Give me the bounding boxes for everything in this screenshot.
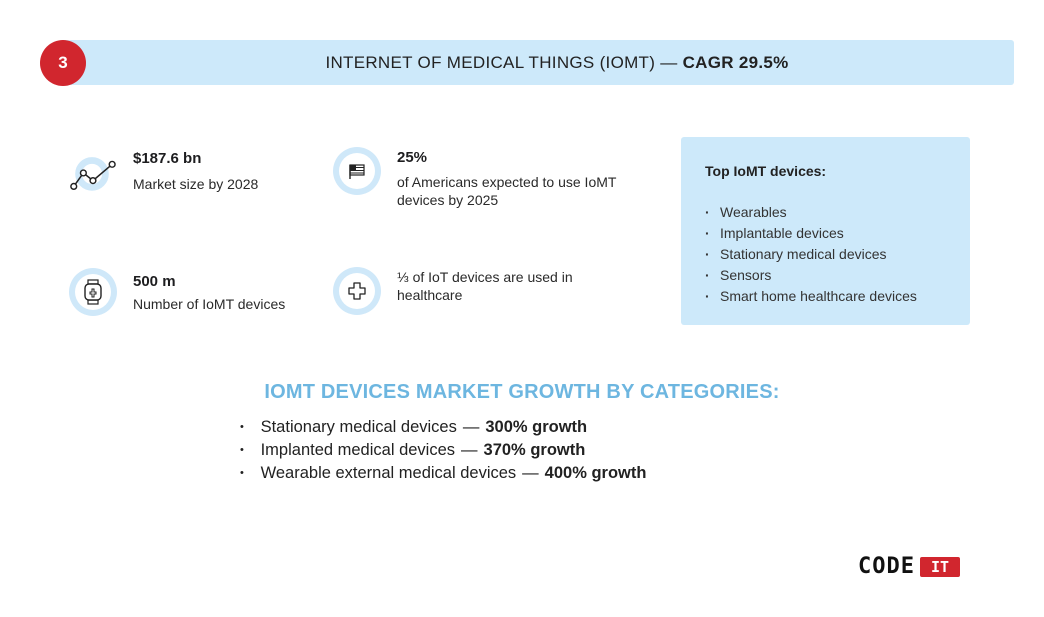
section-title: INTERNET OF MEDICAL THINGS (IOMT) — CAGR… [62,40,1014,85]
growth-heading: IOMT DEVICES MARKET GROWTH BY CATEGORIES… [264,381,780,403]
top-devices-panel: Top IoMT devices: Wearables Implantable … [681,137,970,325]
top-devices-title: Top IoMT devices: [705,163,827,179]
stat-title: 500 m [133,273,176,290]
growth-value: 400% growth [544,464,647,482]
stat-title: 25% [397,149,428,166]
growth-label: Implanted medical devices [260,441,456,459]
growth-separator: — [461,441,478,459]
list-item: Stationary medical devices [705,244,917,265]
top-devices-list: Wearables Implantable devices Stationary… [705,202,917,307]
smartwatch-icon [69,268,117,316]
growth-separator: — [462,418,480,436]
list-item: Wearables [705,202,917,223]
stat-text: ⅓ of IoT devices are used in healthcare [397,269,573,303]
growth-list: Stationary medical devices—300% growth I… [240,416,647,485]
section-cagr: CAGR 29.5% [682,53,789,72]
flag-icon [333,147,381,195]
stat-text: Number of IoMT devices [133,296,286,312]
section-banner: INTERNET OF MEDICAL THINGS (IOMT) — CAGR… [62,40,1014,85]
growth-value: 370% growth [483,441,586,459]
growth-label: Wearable external medical devices [260,464,517,482]
section-title-text: INTERNET OF MEDICAL THINGS (IOMT) — [325,53,678,72]
line-chart-icon [68,148,116,196]
stat-text: Market size by 2028 [133,176,259,192]
growth-value: 300% growth [485,418,588,436]
list-item: Smart home healthcare devices [705,286,917,307]
logo-it-text: IT [919,557,961,577]
codeit-logo: CODE IT [858,554,961,579]
stat-title: $187.6 bn [133,150,202,167]
logo-code-text: CODE [858,554,915,579]
list-item: Implantable devices [705,223,917,244]
stat-text: of Americans expected to use IoMT device… [397,174,617,208]
list-item: Wearable external medical devices — 400% g… [240,462,647,485]
growth-label: Stationary medical devices [260,418,457,436]
section-number-badge: 3 [40,40,86,86]
growth-separator: — [522,464,539,482]
list-item: Stationary medical devices — 300% growth [240,416,646,439]
list-item: Implanted medical devices — 370% growth [240,439,646,462]
list-item: Sensors [705,265,917,286]
medical-cross-icon [333,267,381,315]
